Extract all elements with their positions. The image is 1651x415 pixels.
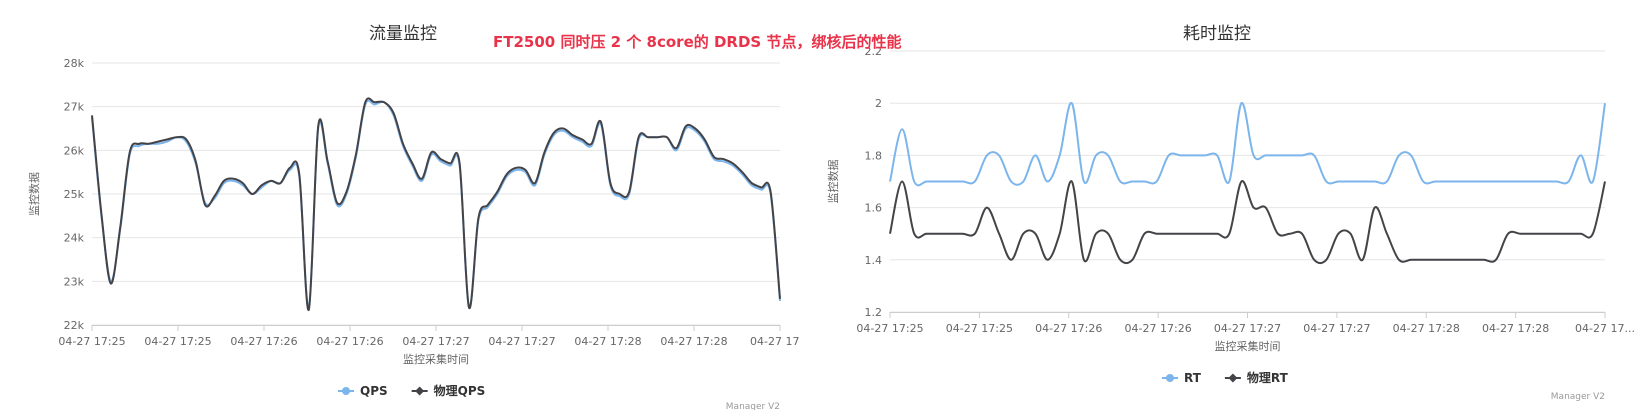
latency-chart-y-axis-title: 监控数据	[826, 160, 840, 204]
latency-monitor-panel: 耗时监控 1.2 1.4 1.6 1.8 2 2.2 04-27 17:25 04-27 17:…	[822, 0, 1651, 410]
latency-chart-x-tick-label: 04-27 17:27	[1214, 322, 1281, 335]
latency-chart-legend-label-1: RT	[1184, 371, 1202, 385]
traffic-chart-y-axis-title: 监控数据	[27, 172, 41, 216]
traffic-chart-x-tick-label: 04-27 17...	[750, 335, 800, 348]
latency-chart-x-tick-label: 04-27 17:26	[1035, 322, 1102, 335]
latency-chart-x-tick-label: 04-27 17:28	[1393, 322, 1460, 335]
latency-chart-title: 耗时监控	[1183, 24, 1251, 44]
latency-chart-y-tick-label: 1.6	[865, 202, 883, 215]
traffic-chart-x-tick-label: 04-27 17:25	[144, 335, 211, 348]
traffic-chart-x-tick-label: 04-27 17:28	[574, 335, 641, 348]
traffic-chart-legend-label-1: QPS	[360, 384, 388, 398]
traffic-chart-series-line-2	[91, 97, 781, 311]
latency-chart-legend-marker-1	[1166, 374, 1174, 382]
traffic-chart-title: 流量监控	[369, 24, 437, 44]
traffic-chart-series-line-1	[91, 99, 781, 309]
traffic-chart-x-tick-label: 04-27 17:27	[488, 335, 555, 348]
traffic-chart-y-tick-label: 25k	[64, 188, 85, 201]
latency-chart-series-line-2	[889, 180, 1606, 265]
latency-chart-y-tick-label: 1.8	[865, 149, 883, 162]
traffic-chart-y-tick-label: 22k	[64, 319, 85, 332]
traffic-chart-legend-marker-2	[415, 386, 425, 396]
latency-chart-x-tick-label: 04-27 17:27	[1303, 322, 1370, 335]
traffic-chart-credit: Manager V2	[726, 402, 780, 410]
latency-chart-x-tick-label: 04-27 17:25	[856, 322, 923, 335]
latency-chart-series-line-1	[889, 102, 1606, 187]
traffic-chart-legend-marker-1	[342, 387, 350, 395]
traffic-chart-y-tick-label: 28k	[64, 57, 85, 70]
traffic-monitor-chart: 流量监控 22k 23k 24k 25k 26k 27k 28k 04-27 17:25 04-2…	[27, 24, 810, 412]
traffic-chart-x-tick-label: 04-27 17:28	[660, 335, 727, 348]
latency-chart-x-tick-label: 04-27 17:25	[946, 322, 1013, 335]
traffic-chart-x-tick-label: 04-27 17:27	[402, 335, 469, 348]
traffic-chart-y-tick-label: 26k	[64, 144, 85, 157]
latency-chart-x-tick-label: 04-27 17:26	[1125, 322, 1192, 335]
traffic-chart-x-axis-title: 监控采集时间	[403, 352, 469, 366]
latency-chart-x-tick-label: 04-27 17:28	[1482, 322, 1549, 335]
traffic-chart-y-tick-label: 23k	[64, 275, 85, 288]
latency-chart-x-tick-label: 04-27 17...	[1575, 322, 1635, 335]
traffic-chart-y-tick-label: 24k	[64, 232, 85, 245]
latency-chart-y-tick-label: 1.4	[865, 254, 883, 267]
traffic-chart-legend-label-2: 物理QPS	[434, 383, 486, 398]
latency-chart-credit: Manager V2	[1551, 392, 1605, 402]
latency-chart-y-tick-label: 1.2	[865, 306, 883, 319]
traffic-chart-x-tick-label: 04-27 17:25	[58, 335, 125, 348]
latency-chart-legend-label-2: 物理RT	[1247, 370, 1289, 385]
traffic-chart-x-tick-label: 04-27 17:26	[230, 335, 297, 348]
traffic-chart-y-tick-label: 27k	[64, 101, 85, 114]
annotation-banner: FT2500 同时压 2 个 8core的 DRDS 节点，绑核后的性能	[493, 33, 902, 51]
latency-chart-y-tick-label: 2.2	[865, 45, 883, 58]
latency-chart-x-axis-title: 监控采集时间	[1215, 339, 1281, 353]
traffic-chart-x-tick-label: 04-27 17:26	[316, 335, 383, 348]
traffic-monitor-panel: 流量监控 22k 23k 24k 25k 26k 27k 28k 04-27 17:25 04-2…	[0, 0, 810, 412]
latency-monitor-chart: 耗时监控 1.2 1.4 1.6 1.8 2 2.2 04-27 17:25 04-27 17:…	[826, 24, 1635, 402]
latency-chart-legend-marker-2	[1228, 373, 1238, 383]
latency-chart-y-tick-label: 2	[875, 97, 882, 110]
